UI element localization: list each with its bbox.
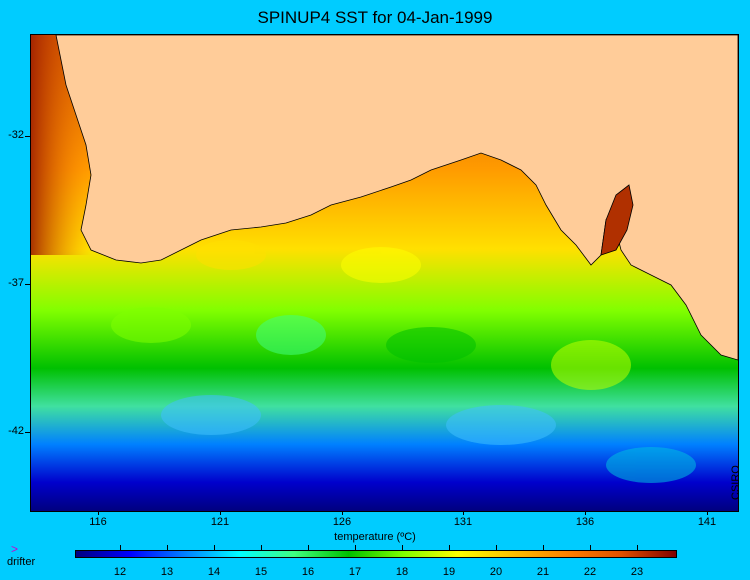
x-tick bbox=[342, 511, 343, 515]
colorbar-tick bbox=[590, 545, 591, 550]
colorbar-tick bbox=[637, 545, 638, 550]
spencer-gulf bbox=[600, 184, 634, 256]
colorbar-tick-label: 15 bbox=[254, 566, 268, 578]
drifter-marker-icon: > bbox=[11, 542, 19, 556]
drifter-legend-label: drifter bbox=[7, 556, 36, 568]
x-tick-label: 126 bbox=[332, 516, 352, 528]
colorbar-title: temperature (ºC) bbox=[334, 531, 416, 543]
sst-map[interactable] bbox=[30, 34, 739, 512]
colorbar-tick bbox=[214, 545, 215, 550]
y-tick bbox=[25, 284, 30, 285]
colorbar-tick bbox=[308, 545, 309, 550]
colorbar-tick bbox=[543, 545, 544, 550]
sst-field bbox=[31, 35, 738, 511]
colorbar-tick-label: 19 bbox=[442, 566, 456, 578]
colorbar-tick-label: 20 bbox=[489, 566, 503, 578]
y-tick-label: -32 bbox=[8, 129, 24, 141]
x-tick-label: 116 bbox=[89, 516, 107, 528]
colorbar-tick-label: 23 bbox=[630, 566, 644, 578]
y-tick-label: -37 bbox=[8, 277, 24, 289]
x-tick-label: 121 bbox=[210, 516, 230, 528]
x-tick bbox=[707, 511, 708, 515]
x-tick bbox=[463, 511, 464, 515]
x-tick-label: 141 bbox=[697, 516, 717, 528]
colorbar-tick-label: 17 bbox=[348, 566, 362, 578]
colorbar bbox=[75, 550, 677, 558]
colorbar-tick-label: 13 bbox=[160, 566, 174, 578]
colorbar-tick-label: 16 bbox=[301, 566, 315, 578]
australia-landmass bbox=[55, 35, 738, 361]
colorbar-tick bbox=[496, 545, 497, 550]
y-tick-label: -42 bbox=[8, 425, 24, 437]
colorbar-tick-label: 21 bbox=[536, 566, 550, 578]
x-tick-label: 136 bbox=[575, 516, 595, 528]
colorbar-tick bbox=[261, 545, 262, 550]
colorbar-tick bbox=[355, 545, 356, 550]
colorbar-tick bbox=[167, 545, 168, 550]
colorbar-tick-label: 12 bbox=[113, 566, 127, 578]
eddy-texture bbox=[111, 240, 696, 483]
credit-label: CSIRO bbox=[730, 465, 742, 500]
colorbar-tick-label: 18 bbox=[395, 566, 409, 578]
x-tick bbox=[98, 511, 99, 515]
y-tick bbox=[25, 432, 30, 433]
colorbar-tick-label: 14 bbox=[207, 566, 221, 578]
x-tick bbox=[585, 511, 586, 515]
map-title: SPINUP4 SST for 04-Jan-1999 bbox=[257, 8, 493, 27]
colorbar-tick bbox=[402, 545, 403, 550]
colorbar-tick bbox=[449, 545, 450, 550]
colorbar-tick bbox=[120, 545, 121, 550]
colorbar-tick-label: 22 bbox=[583, 566, 597, 578]
y-tick bbox=[25, 136, 30, 137]
x-tick-label: 131 bbox=[453, 516, 473, 528]
x-tick bbox=[220, 511, 221, 515]
